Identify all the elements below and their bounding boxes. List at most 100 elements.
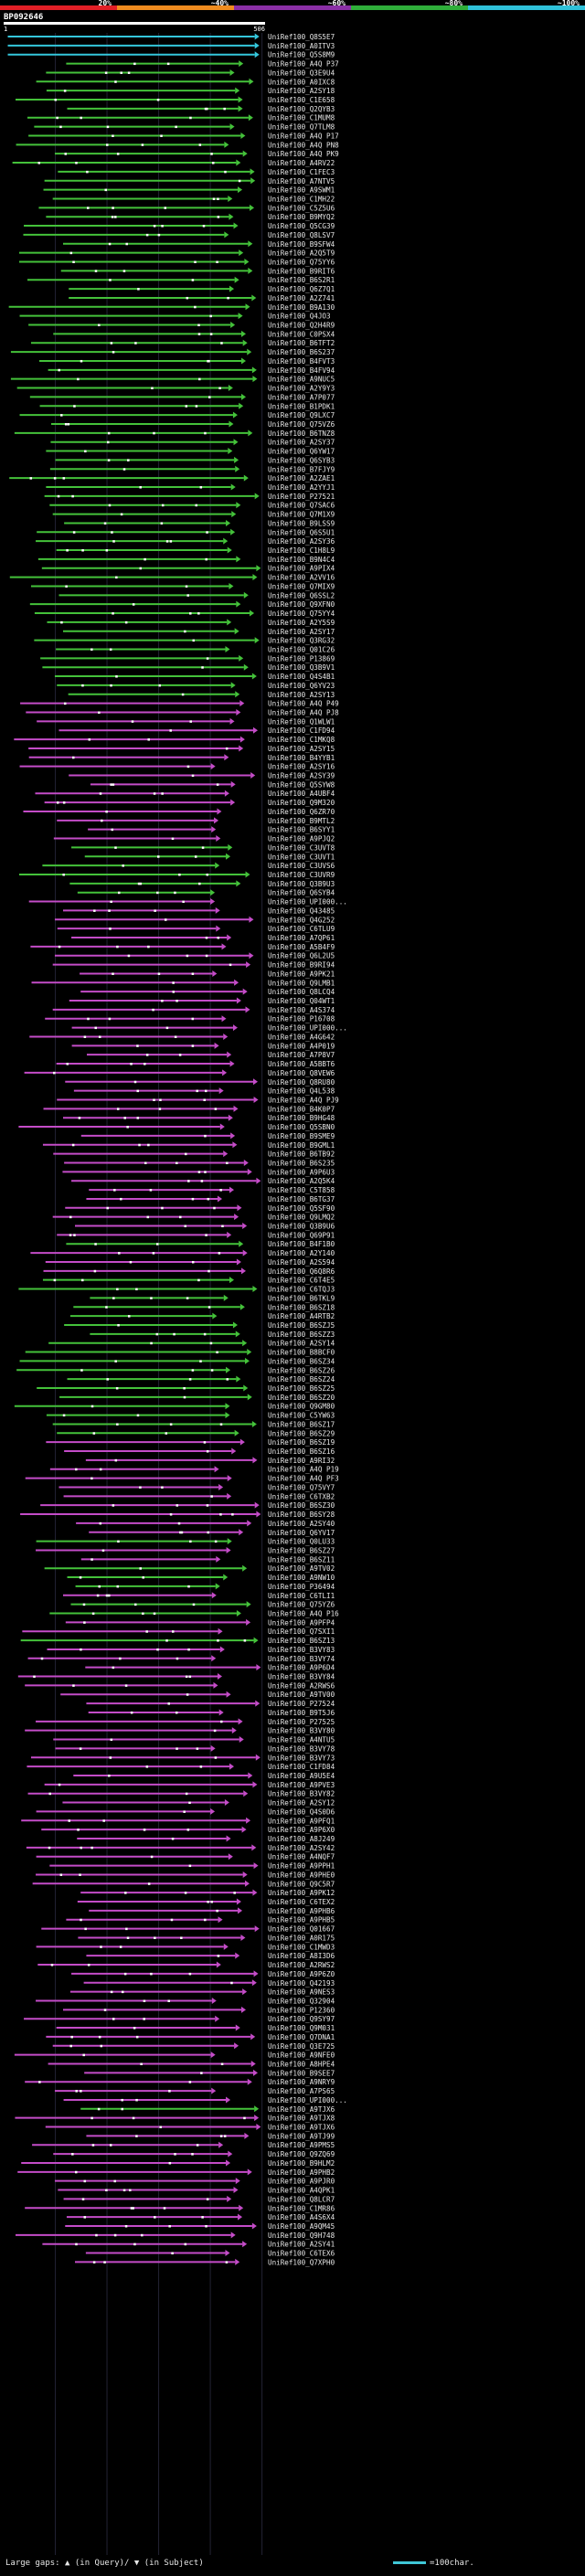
gap-marker (107, 431, 111, 435)
hit-label: UniRef100_A9PHB6 (268, 1907, 335, 1915)
hit-arrow-icon (247, 2168, 252, 2176)
hit-label: UniRef100_Q69P91 (268, 1231, 335, 1239)
hit-arrow-icon (238, 105, 243, 112)
hit-arrow-icon (244, 259, 250, 265)
hit-label: UniRef100_Q3B9V1 (268, 663, 335, 672)
hit-arrow-icon (226, 1691, 231, 1698)
gap-marker (153, 225, 156, 228)
gap-marker (147, 945, 150, 949)
hit-label: UniRef100_B6SZ19 (268, 1438, 335, 1447)
gap-marker (168, 2224, 171, 2228)
gap-marker (206, 2198, 209, 2200)
gap-marker (207, 1901, 209, 1903)
gap-marker (161, 792, 164, 795)
hit-label: UniRef100_A2RWS6 (268, 1681, 335, 1690)
hit-arrow-icon (235, 465, 240, 472)
hit-arrow-icon (227, 1231, 232, 1238)
hit-label: UniRef100_A9P6D4 (268, 1664, 335, 1672)
gap-marker (158, 684, 162, 687)
gap-marker (184, 2242, 187, 2246)
hit-label: UniRef100_B9RI94 (268, 961, 335, 970)
gap-marker (73, 1234, 76, 1236)
hit-arrow-icon (252, 1889, 258, 1896)
gap-marker (205, 937, 208, 939)
gap-marker (188, 1675, 192, 1679)
gap-marker (135, 2135, 138, 2137)
gap-marker (187, 1180, 190, 1182)
gap-marker (108, 1774, 111, 1777)
hit-arrow-icon (216, 835, 221, 843)
hit-label: UniRef100_A2Y140 (268, 1249, 335, 1257)
hit-label: UniRef100_B6SZ34 (268, 1357, 335, 1365)
gap-marker (38, 2081, 41, 2083)
gap-marker (219, 1423, 223, 1426)
gap-marker (225, 2261, 229, 2263)
gap-marker (68, 1819, 71, 1822)
hit-arrow-icon (254, 493, 260, 500)
gap-marker (185, 405, 188, 408)
hit-label: UniRef100_A9SWM1 (268, 186, 335, 195)
gap-marker (108, 504, 112, 507)
gap-marker (137, 288, 140, 291)
gap-marker (80, 1918, 82, 1922)
hit-arrow-icon (245, 871, 250, 878)
hit-arrow-icon (224, 790, 229, 797)
gap-marker (108, 909, 111, 912)
gap-marker (214, 1108, 218, 1110)
hit-label: UniRef100_Q8RU80 (268, 1078, 335, 1087)
gap-marker (206, 657, 209, 660)
color-scale-segment (468, 5, 585, 10)
hit-arrow-icon (255, 1754, 261, 1761)
gap-marker (122, 270, 126, 272)
hit-arrow-icon (247, 1349, 252, 1356)
gap-marker (186, 594, 189, 597)
gap-marker (207, 1197, 210, 1201)
gap-marker (109, 928, 112, 930)
gap-marker (110, 1738, 113, 1742)
hit-label: UniRef100_B3VY73 (268, 1754, 335, 1762)
hit-label: UniRef100_P13869 (268, 654, 335, 663)
hit-arrow-icon (246, 961, 251, 969)
hit-label: UniRef100_C3UVT1 (268, 853, 335, 861)
hit-arrow-icon (223, 1574, 229, 1581)
hit-arrow-icon (218, 1709, 224, 1716)
hit-arrow-icon (221, 1015, 227, 1023)
gap-marker (189, 612, 192, 615)
hit-label: UniRef100_B6SZ11 (268, 1555, 335, 1564)
hit-arrow-icon (256, 565, 261, 572)
hit-arrow-icon (232, 411, 238, 419)
gap-marker (131, 720, 134, 723)
hit-arrow-icon (238, 186, 243, 194)
hit-label: UniRef100_A9PHE0 (268, 1871, 335, 1879)
hit-label: UniRef100_C1MR86 (268, 2204, 335, 2212)
hit-arrow-icon (227, 2195, 232, 2202)
gap-marker (70, 2035, 73, 2039)
gap-marker (143, 2018, 145, 2020)
hit-arrow-icon (211, 2087, 217, 2094)
hit-label: UniRef100_B8BCF0 (268, 1349, 335, 1357)
hit-arrow-icon (239, 745, 244, 752)
gap-marker (109, 1756, 112, 1759)
hit-arrow-icon (248, 114, 253, 122)
hit-arrow-icon (212, 970, 218, 977)
hit-arrow-icon (250, 772, 256, 779)
gap-marker (116, 945, 119, 949)
hit-arrow-icon (232, 1141, 238, 1149)
gap-marker (197, 323, 200, 327)
hit-label: UniRef100_Q8LCR7 (268, 2195, 335, 2203)
hit-arrow-icon (230, 2231, 236, 2239)
hit-label: UniRef100_A4Q P37 (268, 60, 339, 69)
hit-label: UniRef100_B9SEE7 (268, 2069, 335, 2077)
gap-marker (184, 1892, 187, 1894)
hit-label: UniRef100_Q75YZ6 (268, 1601, 335, 1609)
gap-marker (161, 225, 164, 228)
gap-marker (178, 1054, 182, 1056)
gap-marker (124, 1684, 128, 1687)
gap-marker (58, 945, 61, 949)
hit-label: UniRef100_Q6Q8R6 (268, 1267, 335, 1276)
hit-label: UniRef100_A2SY12 (268, 1799, 335, 1807)
gap-marker (204, 107, 207, 111)
hit-arrow-icon (254, 1925, 260, 1933)
hit-arrow-icon (251, 1844, 257, 1851)
gap-marker (94, 270, 98, 272)
